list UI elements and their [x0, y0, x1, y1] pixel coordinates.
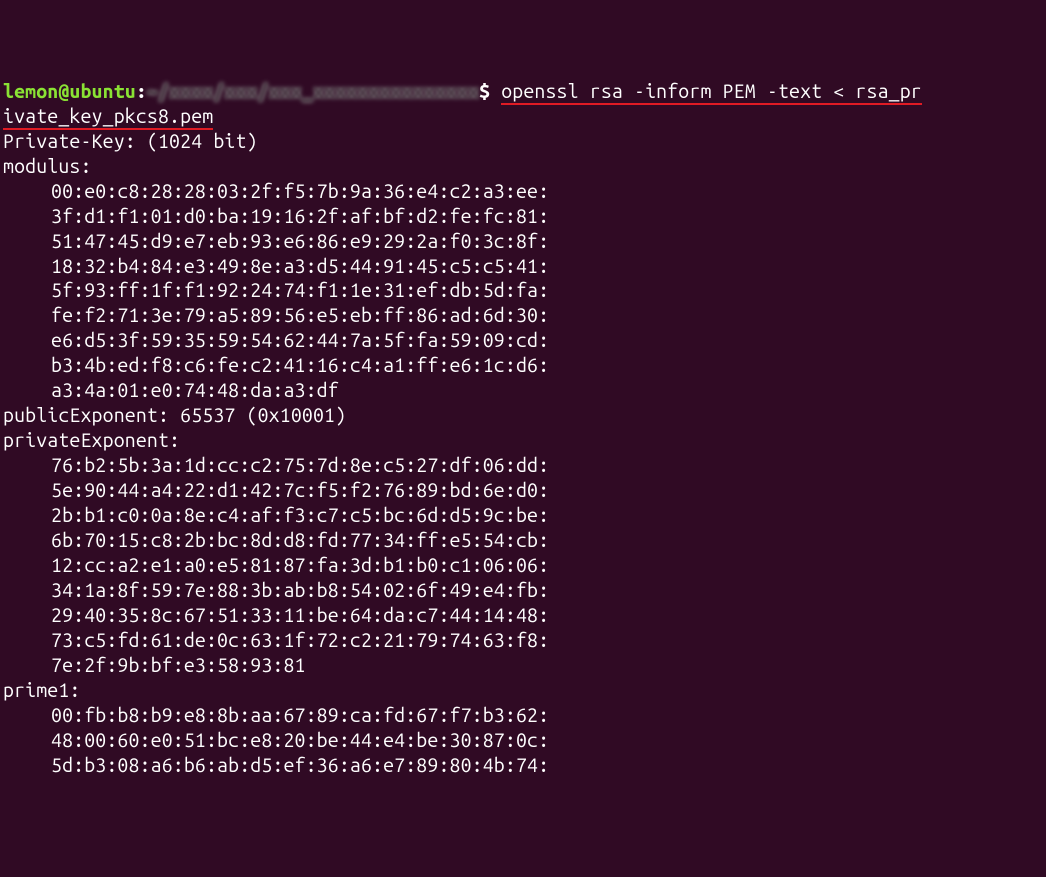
modulus-label: modulus: [3, 155, 92, 177]
modulus-line: 18:32:b4:84:e3:49:8e:a3:d5:44:91:45:c5:c… [3, 254, 549, 279]
private-exponent-line: 5e:90:44:a4:22:d1:42:7c:f5:f2:76:89:bd:6… [3, 478, 549, 503]
private-exponent-line: 29:40:35:8c:67:51:33:11:be:64:da:c7:44:1… [3, 603, 549, 628]
command-line-part1: openssl rsa -inform PEM -text < rsa_pr [501, 80, 922, 105]
prompt-dollar: $ [479, 80, 490, 102]
modulus-line: 3f:d1:f1:01:d0:ba:19:16:2f:af:bf:d2:fe:f… [3, 204, 549, 229]
private-exponent-line: 7e:2f:9b:bf:e3:58:93:81 [3, 653, 306, 678]
modulus-line: fe:f2:71:3e:79:a5:89:56:e5:eb:ff:86:ad:6… [3, 303, 549, 328]
terminal-output[interactable]: lemon@ubuntu:~/xxxx/xxx/xxx_xxxxxxxxxxxx… [3, 79, 1043, 778]
prime1-label: prime1: [3, 679, 81, 701]
modulus-line: 5f:93:ff:1f:f1:92:24:74:f1:1e:31:ef:db:5… [3, 278, 549, 303]
private-exponent-line: 6b:70:15:c8:2b:bc:8d:d8:fd:77:34:ff:e5:5… [3, 528, 549, 553]
modulus-line: 00:e0:c8:28:28:03:2f:f5:7b:9a:36:e4:c2:a… [3, 179, 549, 204]
modulus-line: b3:4b:ed:f8:c6:fe:c2:41:16:c4:a1:ff:e6:1… [3, 353, 549, 378]
modulus-line: e6:d5:3f:59:35:59:54:62:44:7a:5f:fa:59:0… [3, 328, 549, 353]
command-line-part2: ivate_key_pkcs8.pem [3, 105, 213, 130]
prime1-line: 5d:b3:08:a6:b6:ab:d5:ef:36:a6:e7:89:80:4… [3, 753, 549, 778]
private-exponent-line: 73:c5:fd:61:de:0c:63:1f:72:c2:21:79:74:6… [3, 628, 549, 653]
private-exponent-label: privateExponent: [3, 429, 180, 451]
private-exponent-line: 34:1a:8f:59:7e:88:3b:ab:b8:54:02:6f:49:e… [3, 578, 549, 603]
prime1-line: 00:fb:b8:b9:e8:8b:aa:67:89:ca:fd:67:f7:b… [3, 703, 549, 728]
prompt-user-host: lemon@ubuntu [3, 80, 136, 102]
prime1-line: 48:00:60:e0:51:bc:e8:20:be:44:e4:be:30:8… [3, 728, 549, 753]
private-exponent-line: 12:cc:a2:e1:a0:e5:81:87:fa:3d:b1:b0:c1:0… [3, 553, 549, 578]
private-exponent-line: 2b:b1:c0:0a:8e:c4:af:f3:c7:c5:bc:6d:d5:9… [3, 503, 549, 528]
private-exponent-line: 76:b2:5b:3a:1d:cc:c2:75:7d:8e:c5:27:df:0… [3, 453, 549, 478]
modulus-line: 51:47:45:d9:e7:eb:93:e6:86:e9:29:2a:f0:3… [3, 229, 549, 254]
prompt-cwd: ~/xxxx/xxx/xxx_xxxxxxxxxxxxxxx [147, 80, 479, 102]
private-key-header: Private-Key: (1024 bit) [3, 130, 258, 152]
modulus-line: a3:4a:01:e0:74:48:da:a3:df [3, 378, 339, 403]
public-exponent: publicExponent: 65537 (0x10001) [3, 404, 346, 426]
prompt-colon: : [136, 80, 147, 102]
